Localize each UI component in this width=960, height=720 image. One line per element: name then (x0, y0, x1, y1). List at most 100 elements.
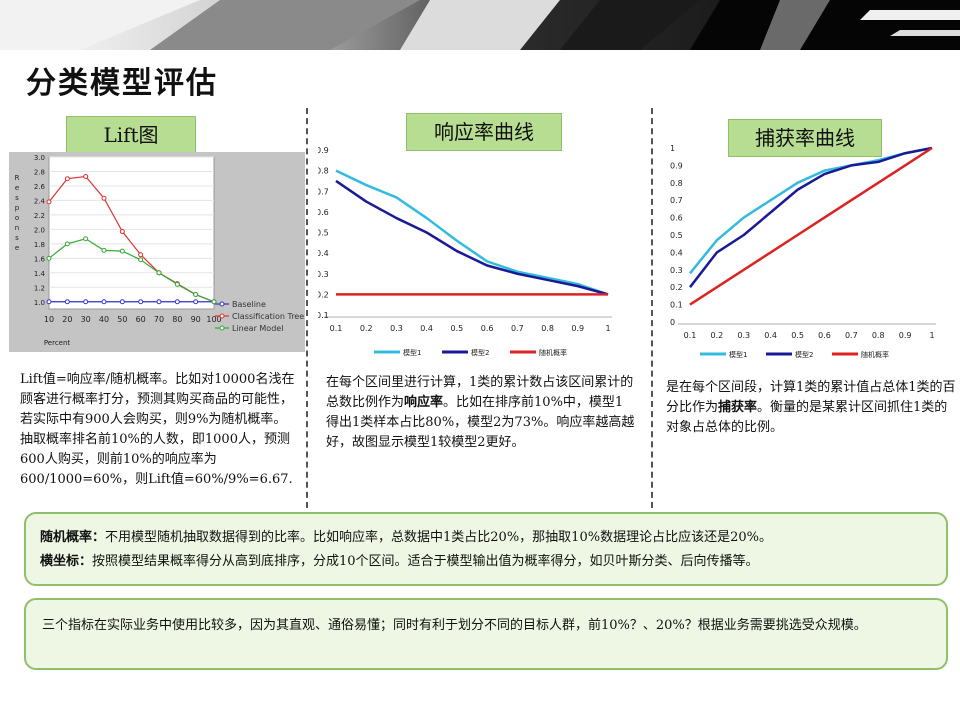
capture-legend-label: 模型1 (729, 350, 747, 359)
lift-data-point (193, 299, 199, 305)
lift-data-point (211, 299, 217, 305)
lift-x-tick-label: 50 (117, 315, 127, 324)
lift-y-tick-label: 1.8 (34, 241, 45, 249)
lift-data-point (46, 299, 52, 305)
lift-data-point (83, 174, 89, 180)
capture-x-tick-label: 0.9 (899, 331, 912, 340)
lift-y-axis-label-char: e (15, 184, 19, 192)
response-y-tick-label: 0.4 (318, 249, 329, 258)
lift-x-tick-label: 80 (172, 315, 182, 324)
lift-data-point (174, 281, 180, 287)
lift-chart: 1.0 1.2 1.4 1.6 1.8 2.0 2.2 2.4 2.6 2.8 3.0 10 20 30 4… (15, 154, 305, 347)
lift-data-point (101, 299, 107, 305)
response-y-tick-label: 0.1 (318, 311, 329, 320)
response-y-tick-label: 0.2 (318, 290, 329, 299)
lift-data-point (83, 236, 89, 242)
response-y-tick-label: 0.5 (318, 229, 329, 238)
lift-data-point (193, 292, 199, 298)
summary-text: 三个指标在实际业务中使用比较多，因为其直观、通俗易懂；同时有利于划分不同的目标人… (42, 618, 867, 633)
lift-data-point (46, 255, 52, 261)
lift-x-tick-label: 60 (136, 315, 146, 324)
capture-y-tick-label: 0.2 (670, 283, 683, 292)
response-legend-label: 随机概率 (539, 348, 567, 357)
lift-data-point (101, 195, 107, 201)
response-x-tick-label: 1 (605, 324, 610, 333)
response-y-tick-label: 0.3 (318, 270, 329, 279)
capture-chart: 0 0.1 0.2 0.3 0.4 0.5 0.6 0.7 0.8 0.9 1 0.1 0.2 0.3 0.… (670, 144, 936, 359)
response-term: 响应率 (404, 395, 444, 410)
lift-legend-marker (219, 301, 225, 307)
response-y-tick-label: 0.6 (318, 208, 329, 217)
response-series-line (335, 169, 609, 296)
capture-y-tick-label: 0.4 (670, 248, 683, 257)
capture-y-tick-label: 0.7 (670, 196, 683, 205)
column-divider (306, 108, 308, 508)
capture-x-tick-label: 0.3 (737, 331, 750, 340)
lift-y-tick-label: 1.6 (34, 255, 46, 263)
column-divider (651, 108, 653, 508)
lift-legend-marker (219, 313, 225, 319)
response-chart-label: 响应率曲线 (406, 113, 562, 151)
response-chart: 0.1 0.2 0.3 0.4 0.5 0.6 0.7 0.8 0.9 0.1 0.2 0.3 0.4 0… (318, 146, 612, 357)
lift-data-point (101, 247, 107, 253)
capture-y-tick-label: 0 (670, 318, 675, 327)
lift-data-point (138, 252, 144, 258)
lift-x-tick-label: 100 (206, 315, 221, 324)
lift-x-tick-label: 70 (154, 315, 164, 324)
lift-data-point (83, 299, 89, 305)
capture-series-line (689, 146, 933, 275)
lift-data-point (119, 299, 125, 305)
response-x-tick-label: 0.2 (360, 324, 373, 333)
lift-data-point (138, 299, 144, 305)
response-legend-label: 模型2 (471, 348, 489, 357)
lift-data-point (119, 229, 125, 235)
response-x-tick-label: 0.4 (420, 324, 433, 333)
lift-data-point (138, 257, 144, 263)
lift-y-axis-label-char: s (15, 234, 19, 242)
lift-y-tick-label: 2.4 (34, 197, 46, 205)
capture-y-tick-label: 0.6 (670, 214, 683, 223)
summary-box: 三个指标在实际业务中使用比较多，因为其直观、通俗易懂；同时有利于划分不同的目标人… (24, 598, 948, 670)
capture-x-tick-label: 0.5 (791, 331, 804, 340)
response-x-tick-label: 0.5 (451, 324, 464, 333)
lift-data-point (119, 248, 125, 254)
lift-x-axis-label: Percent (44, 339, 71, 347)
capture-y-tick-label: 1 (670, 144, 675, 153)
response-x-tick-label: 0.6 (481, 324, 494, 333)
axis-term: 横坐标： (40, 554, 93, 569)
lift-x-tick-label: 30 (81, 315, 91, 324)
capture-y-tick-label: 0.5 (670, 231, 683, 240)
lift-x-tick-label: 40 (99, 315, 109, 324)
capture-y-tick-label: 0.9 (670, 161, 683, 170)
capture-description: 是在每个区间段，计算1类的累计值占总体1类的百分比作为捕获率。衡量的是某累计区间… (666, 380, 956, 435)
lift-y-tick-label: 1.4 (34, 270, 46, 278)
lift-y-tick-label: 2.0 (34, 226, 45, 234)
lift-chart-label: Lift图 (66, 116, 196, 154)
decorative-banner (0, 0, 960, 50)
lift-x-tick-label: 10 (44, 315, 54, 324)
lift-y-tick-label: 3.0 (34, 154, 45, 162)
lift-data-point (46, 199, 52, 205)
capture-x-tick-label: 0.8 (872, 331, 885, 340)
lift-data-point (156, 270, 162, 276)
random-term: 随机概率： (40, 530, 106, 545)
lift-y-tick-label: 1.0 (34, 299, 45, 307)
lift-y-tick-label: 1.2 (34, 284, 45, 292)
random-definition: 不用模型随机抽取数据得到的比率。比如响应率，总数据中1类占比20%，那抽取10%… (105, 530, 772, 545)
lift-y-axis-label-char: s (15, 194, 19, 202)
response-y-tick-label: 0.7 (318, 187, 329, 196)
lift-legend-marker (219, 325, 225, 331)
lift-data-point (64, 176, 70, 182)
lift-legend-label: Baseline (232, 300, 266, 309)
lift-legend-label: Classification Tree (232, 312, 304, 321)
capture-x-tick-label: 0.4 (764, 331, 777, 340)
lift-series-line (48, 238, 215, 303)
lift-legend-label: Linear Model (232, 324, 283, 333)
page-title: 分类模型评估 (26, 66, 218, 101)
lift-data-point (64, 299, 70, 305)
axis-definition: 按照模型结果概率得分从高到底排序，分成10个区间。适合于模型输出值为概率得分，如… (92, 554, 759, 569)
response-x-tick-label: 0.1 (330, 324, 343, 333)
response-x-tick-label: 0.7 (511, 324, 524, 333)
capture-series-line (689, 146, 933, 288)
capture-legend-label: 随机概率 (861, 350, 889, 359)
